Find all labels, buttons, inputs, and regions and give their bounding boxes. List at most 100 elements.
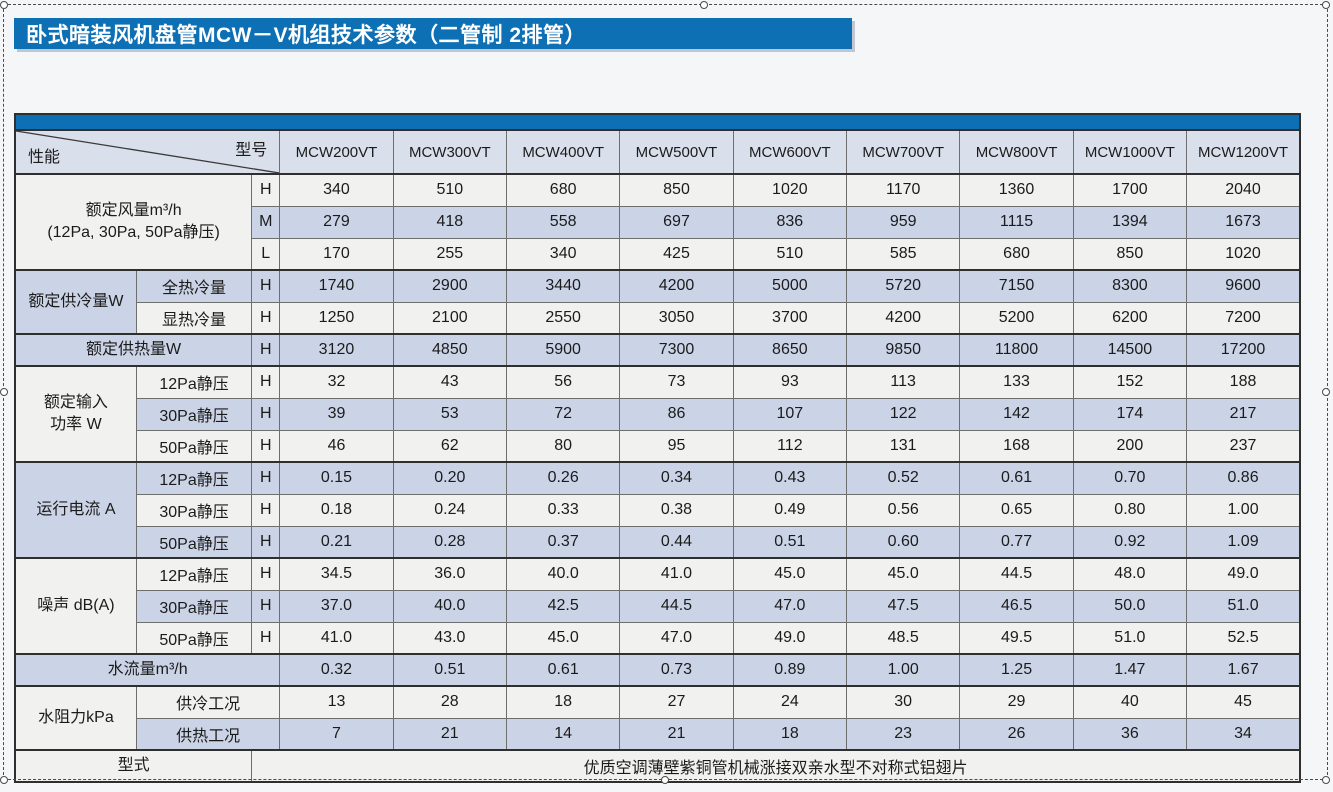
value-cell: 585 — [846, 237, 961, 271]
value-cell: 1700 — [1072, 173, 1188, 207]
model-header-mcw300vt: MCW300VT — [392, 129, 507, 175]
value-cell: 418 — [392, 205, 507, 239]
resize-handle-bottom-left[interactable] — [0, 776, 8, 784]
value-cell: 1020 — [732, 173, 848, 207]
speed-cell: H — [251, 589, 281, 623]
value-cell: 0.43 — [732, 461, 848, 495]
model-header-mcw1200vt: MCW1200VT — [1186, 129, 1301, 175]
speed-cell: H — [251, 333, 281, 367]
value-cell: 0.51 — [392, 653, 507, 687]
speed-cell: H — [251, 301, 281, 335]
value-cell: 122 — [846, 397, 961, 431]
resize-handle-top-left[interactable] — [0, 1, 8, 9]
value-cell: 26 — [959, 717, 1074, 751]
value-cell: 48.0 — [1072, 557, 1188, 591]
value-cell: 3120 — [279, 333, 394, 367]
value-cell: 14 — [505, 717, 621, 751]
value-cell: 0.21 — [279, 525, 394, 559]
value-cell: 836 — [732, 205, 848, 239]
value-cell: 42.5 — [505, 589, 621, 623]
table-row: 额定风量m³/h (12Pa, 30Pa, 50Pa静压) H 340 510 680 8… — [14, 173, 1301, 271]
value-cell: 168 — [959, 429, 1074, 463]
value-cell: 73 — [619, 365, 734, 399]
value-cell: 2900 — [392, 269, 507, 303]
value-cell: 36.0 — [392, 557, 507, 591]
value-cell: 48.5 — [846, 621, 961, 655]
value-cell: 217 — [1186, 397, 1301, 431]
speed-cell: H — [251, 525, 281, 559]
value-cell: 0.38 — [619, 493, 734, 527]
value-cell: 45.0 — [505, 621, 621, 655]
value-cell: 6200 — [1072, 301, 1188, 335]
value-cell: 4850 — [392, 333, 507, 367]
table-row: M 279 418 558 697 836 959 1115 1394 1673 — [15, 205, 1301, 239]
value-cell: 510 — [392, 173, 507, 207]
speed-cell: H — [251, 429, 281, 463]
row-sub-label: 12Pa静压 — [135, 557, 253, 591]
value-cell: 4200 — [846, 301, 961, 335]
value-cell: 188 — [1186, 365, 1301, 399]
value-cell: 50.0 — [1072, 589, 1188, 623]
type-note: 优质空调薄壁紫铜管机械涨接双亲水型不对称式铝翅片 — [251, 749, 1301, 783]
value-cell: 11800 — [959, 333, 1074, 367]
value-cell: 0.86 — [1186, 461, 1301, 495]
speed-cell: H — [251, 269, 281, 303]
resize-handle-top-center[interactable] — [700, 1, 708, 9]
speed-cell: H — [251, 557, 281, 591]
value-cell: 44.5 — [619, 589, 734, 623]
resize-handle-right-middle[interactable] — [1322, 388, 1330, 396]
value-cell: 41.0 — [619, 557, 734, 591]
value-cell: 44.5 — [959, 557, 1074, 591]
row-group-label: 噪声 dB(A) — [14, 557, 137, 655]
value-cell: 8300 — [1072, 269, 1188, 303]
spec-table: 性能 型号 MCW200VT MCW300VT MCW400VT MCW500VT MC… — [14, 129, 1301, 783]
table-row: 水阻力kPa 供冷工况 13 28 18 27 24 30 29 40 45 — [14, 685, 1301, 751]
title-banner: 卧式暗装风机盘管MCW－V机组技术参数（二管制 2排管） — [14, 18, 852, 49]
table-row: 50Pa静压 H 41.0 43.0 45.0 47.0 49.0 48.5 49.5 51.0 5… — [15, 621, 1301, 655]
diagonal-divider — [16, 131, 278, 172]
value-cell: 3700 — [732, 301, 848, 335]
value-cell: 18 — [505, 685, 621, 719]
resize-handle-top-right[interactable] — [1322, 1, 1330, 9]
value-cell: 1250 — [279, 301, 394, 335]
table-row: 30Pa静压 H 39 53 72 86 107 122 142 174 217 — [15, 397, 1301, 431]
value-cell: 1.00 — [1186, 493, 1301, 527]
value-cell: 0.32 — [279, 653, 394, 687]
speed-cell: H — [251, 621, 281, 655]
value-cell: 2100 — [392, 301, 507, 335]
resize-handle-left-middle[interactable] — [0, 388, 8, 396]
page-title: 卧式暗装风机盘管MCW－V机组技术参数（二管制 2排管） — [26, 23, 586, 47]
value-cell: 112 — [732, 429, 848, 463]
row-group-label: 运行电流 A — [14, 461, 137, 559]
value-cell: 40.0 — [392, 589, 507, 623]
value-cell: 27 — [619, 685, 734, 719]
value-cell: 3440 — [505, 269, 621, 303]
corner-cell: 性能 型号 — [14, 129, 281, 175]
value-cell: 23 — [846, 717, 961, 751]
resize-handle-bottom-right[interactable] — [1322, 776, 1330, 784]
row-group-label: 额定供热量W — [14, 333, 253, 367]
value-cell: 24 — [732, 685, 848, 719]
row-sub-label: 50Pa静压 — [135, 429, 253, 463]
value-cell: 5720 — [846, 269, 961, 303]
value-cell: 72 — [505, 397, 621, 431]
value-cell: 0.15 — [279, 461, 394, 495]
value-cell: 37.0 — [279, 589, 394, 623]
value-cell: 1.25 — [959, 653, 1074, 687]
resize-handle-bottom-center[interactable] — [661, 776, 669, 784]
value-cell: 46 — [279, 429, 394, 463]
table-header-row: 性能 型号 MCW200VT MCW300VT MCW400VT MCW500VT MC… — [14, 129, 1301, 175]
value-cell: 0.56 — [846, 493, 961, 527]
value-cell: 0.37 — [505, 525, 621, 559]
value-cell: 279 — [279, 205, 394, 239]
model-header-mcw200vt: MCW200VT — [279, 129, 394, 175]
value-cell: 340 — [505, 237, 621, 271]
row-sub-label: 显热冷量 — [135, 301, 253, 335]
value-cell: 21 — [619, 717, 734, 751]
value-cell: 680 — [505, 173, 621, 207]
corner-label-performance: 性能 — [28, 149, 61, 166]
value-cell: 40.0 — [505, 557, 621, 591]
value-cell: 28 — [392, 685, 507, 719]
value-cell: 34 — [1186, 717, 1301, 751]
value-cell: 0.52 — [846, 461, 961, 495]
